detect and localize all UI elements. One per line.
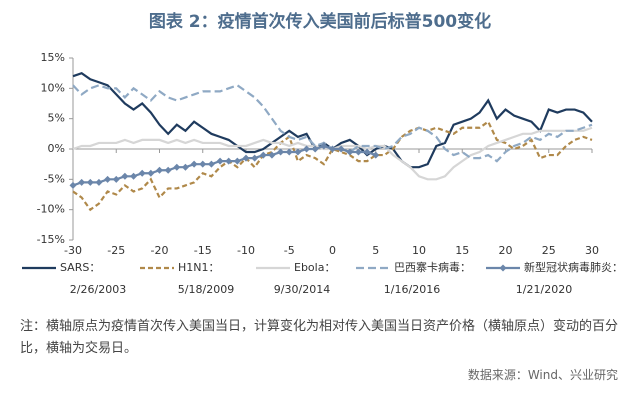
marker: [233, 157, 241, 165]
marker: [303, 145, 311, 153]
marker: [225, 157, 233, 165]
chart-title: 图表 2：疫情首次传入美国前后标普500变化: [149, 11, 491, 32]
legend-label: 新型冠状病毒肺炎：: [524, 260, 623, 274]
marker: [285, 148, 293, 156]
marker: [329, 145, 336, 153]
marker: [216, 157, 224, 165]
marker: [251, 154, 259, 162]
marker: [104, 175, 112, 183]
legend-marker: [499, 264, 507, 272]
marker: [346, 148, 354, 156]
marker: [173, 163, 181, 171]
y-tick-label: 5%: [48, 112, 65, 125]
marker: [363, 148, 371, 156]
y-tick-label: -10%: [37, 203, 65, 216]
marker: [147, 169, 155, 177]
marker: [354, 148, 362, 156]
x-tick-label: -10: [237, 244, 255, 257]
marker: [156, 166, 163, 174]
y-tick-label: -15%: [37, 233, 65, 246]
marker: [337, 145, 345, 153]
marker: [190, 160, 198, 168]
marker: [311, 145, 319, 153]
marker: [294, 148, 302, 156]
x-tick-label: 0: [329, 244, 336, 257]
legend-date: 9/30/2014: [274, 283, 330, 296]
x-tick-label: 5: [372, 244, 379, 257]
marker: [181, 163, 189, 171]
x-tick-label: -15: [194, 244, 212, 257]
marker: [372, 151, 380, 159]
marker: [138, 169, 146, 177]
x-tick-label: -5: [284, 244, 295, 257]
x-tick-label: 15: [455, 244, 469, 257]
series-line: [72, 120, 593, 212]
marker: [121, 172, 129, 180]
marker: [242, 154, 250, 162]
marker: [164, 166, 172, 174]
x-tick-label: -25: [107, 244, 125, 257]
y-tick-label: 10%: [41, 81, 65, 94]
marker: [130, 172, 138, 180]
y-tick-label: -5%: [44, 172, 65, 185]
marker: [69, 181, 77, 189]
legend-label: Ebola：: [294, 261, 335, 274]
y-tick-label: 0%: [48, 142, 65, 155]
marker: [207, 160, 215, 168]
x-tick-label: -20: [151, 244, 169, 257]
x-tick-label: 25: [542, 244, 556, 257]
marker: [86, 178, 94, 186]
x-tick-label: 20: [499, 244, 513, 257]
legend-label: H1N1：: [178, 261, 220, 274]
marker: [112, 175, 120, 183]
x-tick-label: 10: [412, 244, 426, 257]
legend-date: 5/18/2009: [178, 283, 234, 296]
x-tick-label: 30: [585, 244, 599, 257]
legend-label: 巴西寨卡病毒：: [394, 260, 471, 274]
marker: [320, 142, 328, 150]
x-tick-label: -30: [64, 244, 82, 257]
marker: [78, 178, 86, 186]
chart: 图表 2：疫情首次传入美国前后标普500变化 15% 10% 5% 0% -5% -10%…: [22, 11, 623, 296]
legend-date: 2/26/2003: [70, 283, 126, 296]
marker: [268, 151, 276, 159]
legend-label: SARS：: [60, 261, 100, 274]
legend-date: 1/16/2016: [384, 283, 440, 296]
legend-date: 1/21/2020: [516, 283, 572, 296]
marker: [95, 178, 103, 186]
marker: [277, 148, 285, 156]
series-line: [72, 71, 593, 169]
marker: [259, 151, 267, 159]
note: 注：横轴原点为疫情首次传入美国当日，计算变化为相对传入美国当日资产价格（横轴原点…: [20, 319, 619, 356]
marker: [199, 160, 207, 168]
source: 数据来源：Wind、兴业研究: [467, 368, 618, 382]
y-tick-label: 15%: [41, 51, 65, 64]
